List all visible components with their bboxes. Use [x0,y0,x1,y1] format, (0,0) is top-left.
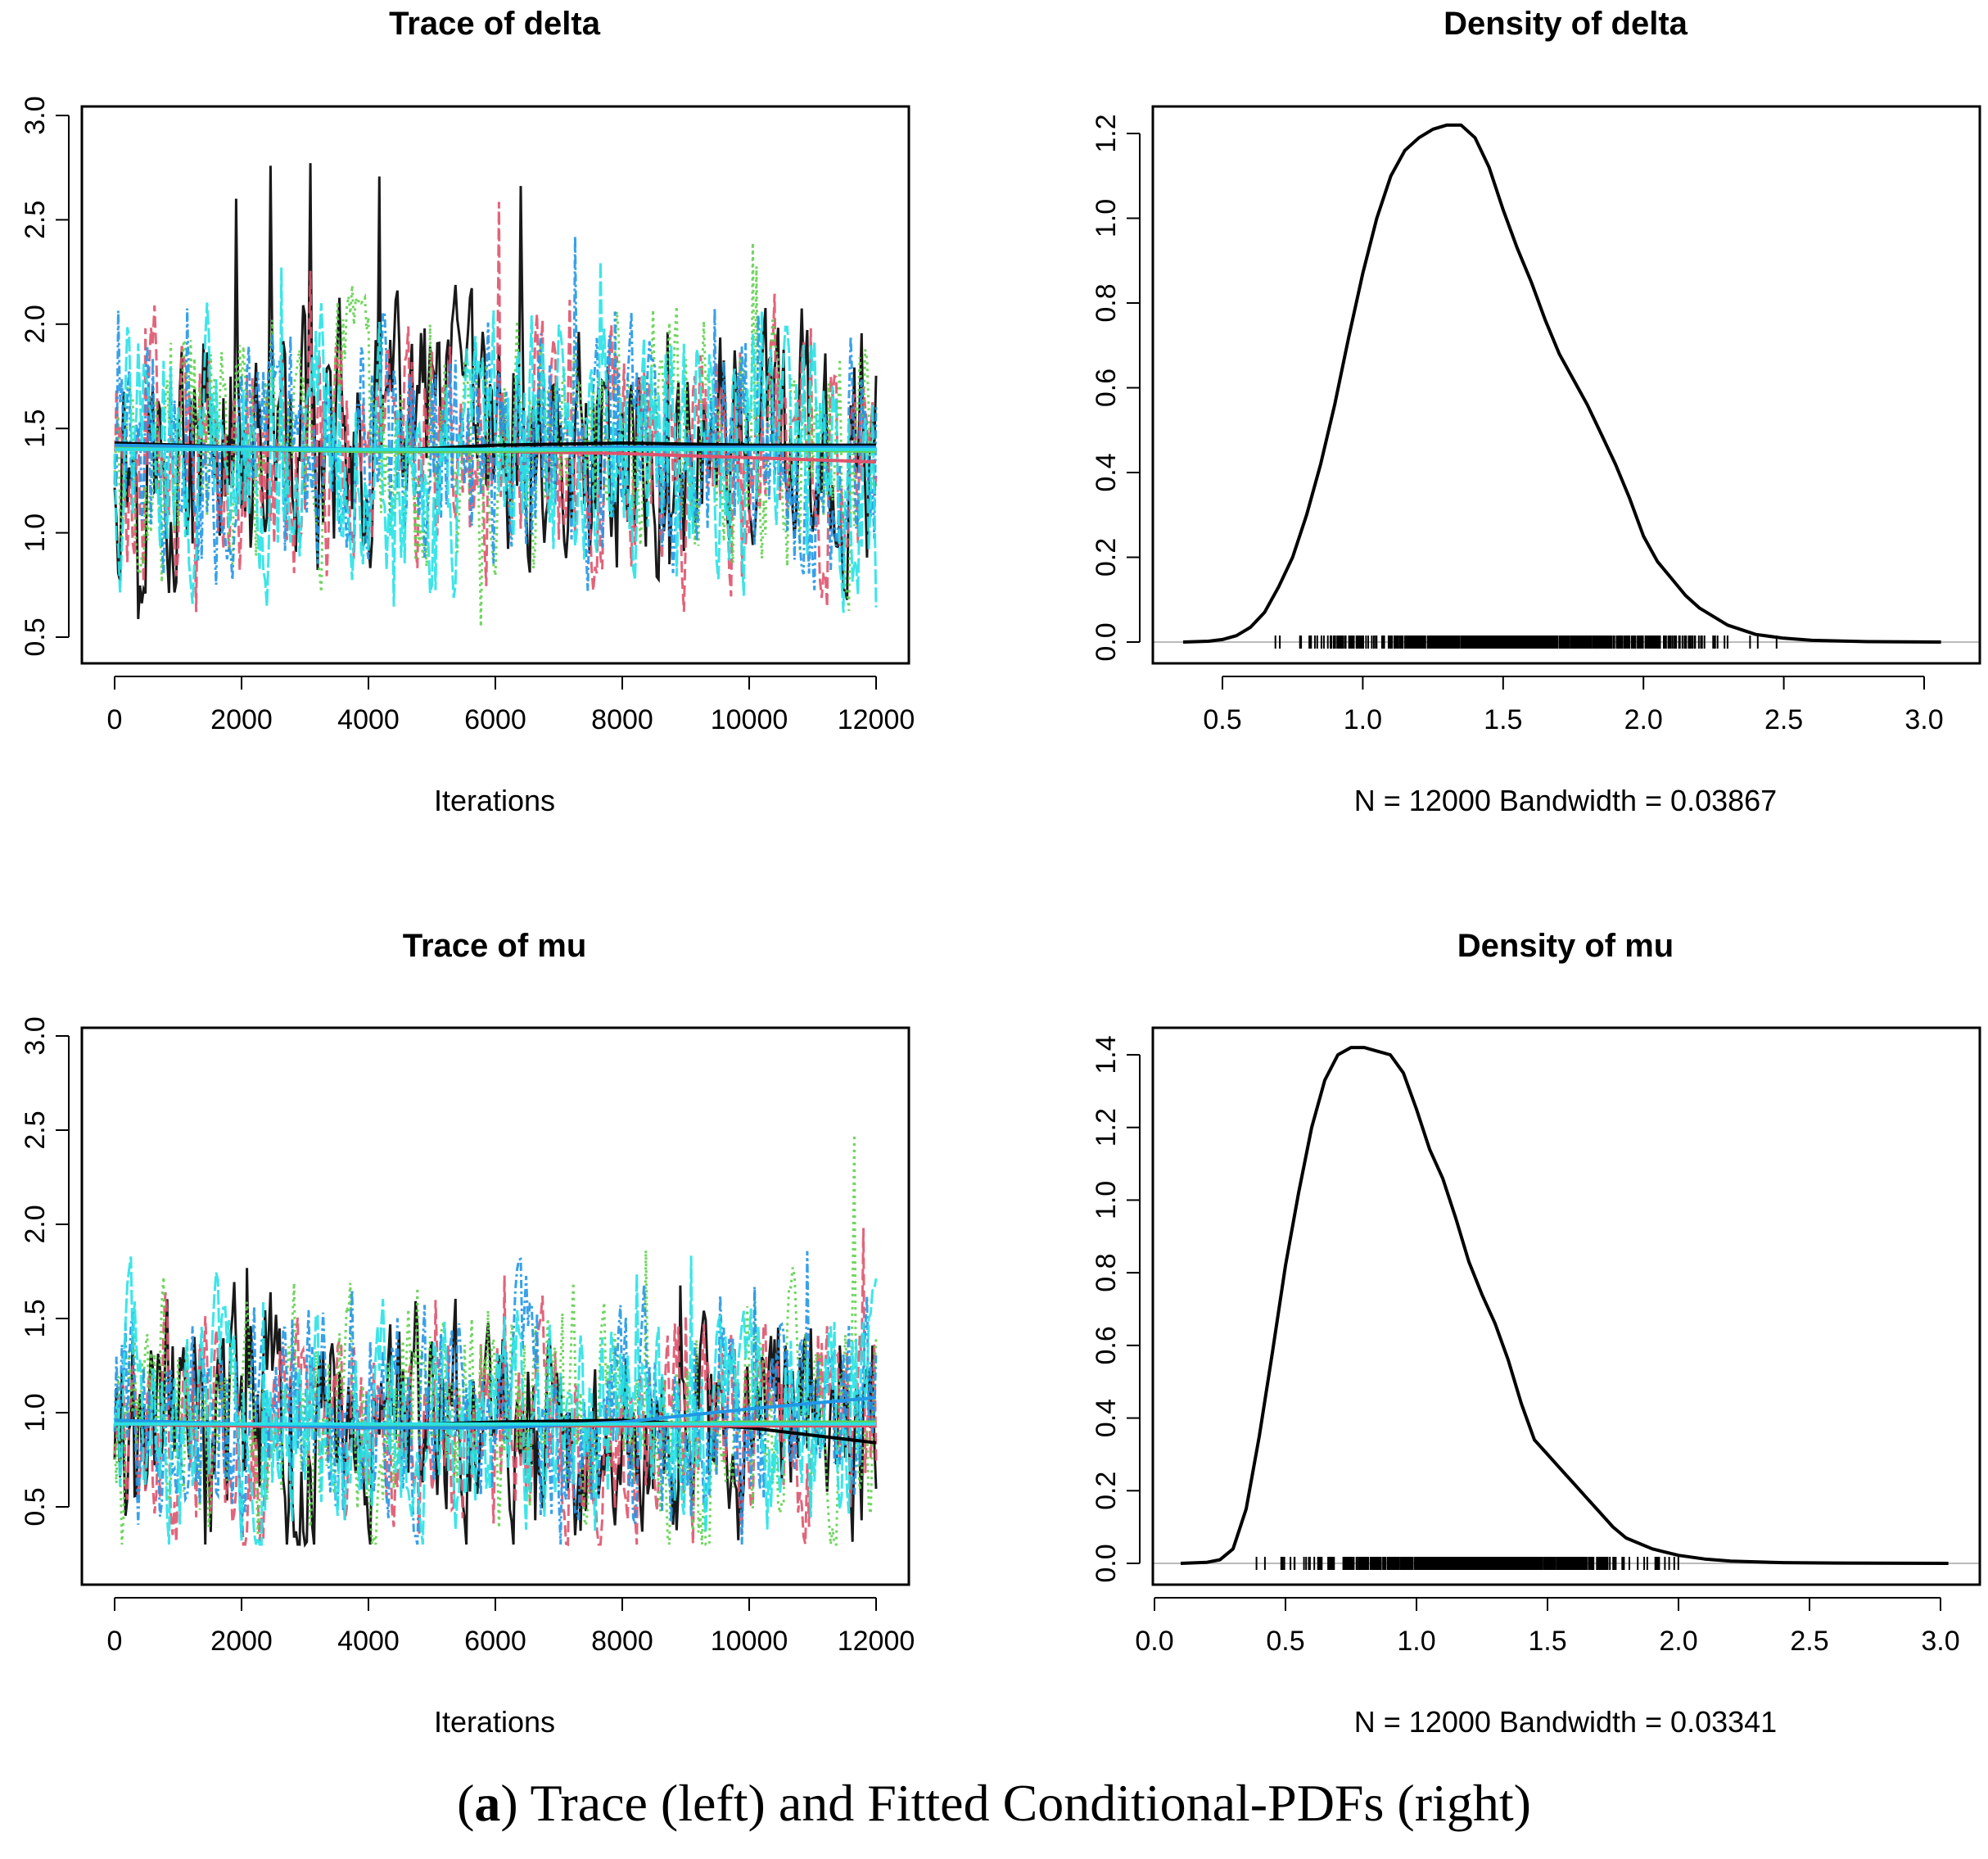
y-tick-label: 0.6 [1091,369,1122,407]
y-tick-label: 1.2 [1091,114,1122,152]
y-tick-label: 1.0 [20,513,51,552]
y-axis: 0.0 0.2 0.4 0.6 0.8 1.0 1.2 [1091,114,1141,662]
x-axis-label: N = 12000 Bandwidth = 0.03867 [1354,784,1777,817]
panel-density-mu: Density of mu 0.0 0.5 1.0 1.5 2.0 2.5 3.0 0.00… [1091,928,1981,1739]
plot-frame [80,105,910,665]
plot-frame [1151,105,1981,665]
rug-marks [1274,635,1778,649]
y-tick-label: 0.2 [1091,538,1122,577]
x-tick-label: 4000 [337,1626,400,1657]
x-tick-label: 0.0 [1135,1626,1173,1657]
chart-title: Density of delta [1444,6,1688,42]
y-tick-label: 3.0 [20,96,51,134]
y-tick-label: 0.5 [20,1487,51,1526]
caption-text: Trace (left) and Fitted Conditional-PDFs… [530,1774,1531,1832]
figure-caption: (a) Trace (left) and Fitted Conditional-… [457,1774,1531,1832]
x-tick-label: 2000 [210,704,273,735]
y-tick-label: 0.0 [1091,622,1122,661]
x-axis-label: N = 12000 Bandwidth = 0.03341 [1354,1705,1777,1739]
x-tick-label: 2000 [210,1626,273,1657]
y-tick-label: 2.5 [20,1110,51,1149]
trace-line-chain-2 [113,1228,878,1547]
x-axis-label: Iterations [434,1705,555,1739]
x-tick-label: 8000 [591,704,653,735]
plot-frame [1151,1026,1981,1586]
y-tick-label: 0.4 [1091,453,1122,491]
y-axis: 0.5 1.0 1.5 2.0 2.5 3.0 [20,1016,70,1527]
y-tick-label: 2.5 [20,201,51,239]
x-axis-label: Iterations [434,784,555,817]
x-tick-label: 2.0 [1624,704,1663,735]
x-tick-label: 1.0 [1397,1626,1435,1657]
y-tick-label: 0.8 [1091,283,1122,322]
x-tick-label: 3.0 [1921,1626,1959,1657]
y-tick-label: 3.0 [20,1016,51,1055]
figure: Trace of delta 0 2000 4000 6000 8000 10000 120… [20,6,1981,1739]
x-tick-label: 12000 [838,704,915,735]
x-axis: 0 2000 4000 6000 8000 10000 12000 [107,676,915,735]
panel-trace-mu: Trace of mu 0 2000 4000 6000 8000 10000 12000 … [20,928,915,1739]
x-tick-label: 0.5 [1266,1626,1304,1657]
x-tick-label: 10000 [711,1626,788,1657]
y-tick-label: 0.5 [20,617,51,656]
density-curve [1180,1046,1949,1565]
x-tick-label: 2.0 [1659,1626,1697,1657]
y-tick-label: 2.0 [20,305,51,343]
x-tick-label: 0 [107,1626,123,1657]
x-axis: 0.0 0.5 1.0 1.5 2.0 2.5 3.0 [1135,1597,1960,1657]
x-axis: 0 2000 4000 6000 8000 10000 12000 [107,1597,915,1657]
plot-frame [80,1026,910,1586]
x-tick-label: 10000 [711,704,788,735]
density-curve [1182,123,1941,644]
x-tick-label: 1.0 [1344,704,1382,735]
chart-title: Trace of mu [403,928,587,964]
x-tick-label: 2.5 [1790,1626,1828,1657]
trace-line-chain-3 [113,242,878,627]
x-tick-label: 2.5 [1764,704,1803,735]
x-tick-label: 12000 [838,1626,915,1657]
density-series-group [1153,123,1980,649]
chart-title: Trace of delta [389,6,601,42]
x-tick-label: 1.5 [1484,704,1522,735]
y-tick-label: 0.0 [1091,1544,1122,1582]
density-series-group [1153,1046,1980,1570]
y-tick-label: 1.2 [1091,1108,1122,1147]
y-tick-label: 2.0 [20,1205,51,1243]
trace-series-group [113,163,878,627]
x-tick-label: 3.0 [1904,704,1943,735]
y-tick-label: 1.0 [1091,1181,1122,1219]
y-tick-label: 0.2 [1091,1472,1122,1510]
y-tick-label: 1.5 [20,1299,51,1337]
y-tick-label: 1.4 [1091,1035,1122,1074]
y-tick-label: 1.0 [20,1393,51,1432]
y-tick-label: 1.0 [1091,199,1122,237]
trace-series-group [113,1134,878,1548]
x-axis: 0.5 1.0 1.5 2.0 2.5 3.0 [1203,676,1944,735]
panel-density-delta: Density of delta 0.5 1.0 1.5 2.0 2.5 3.0 0.00… [1091,6,1981,817]
x-tick-label: 0.5 [1203,704,1241,735]
rug-marks [1255,1557,1679,1570]
x-tick-label: 6000 [464,1626,526,1657]
x-tick-label: 8000 [591,1626,653,1657]
x-tick-label: 1.5 [1528,1626,1566,1657]
y-axis: 0.5 1.0 1.5 2.0 2.5 3.0 [20,96,70,657]
chart-title: Density of mu [1457,928,1674,964]
panel-trace-delta: Trace of delta 0 2000 4000 6000 8000 10000 120… [20,6,915,817]
x-tick-label: 6000 [464,704,526,735]
y-tick-label: 0.8 [1091,1254,1122,1292]
trace-line-chain-4 [113,236,878,591]
x-tick-label: 0 [107,704,123,735]
y-tick-label: 1.5 [20,409,51,448]
y-tick-label: 0.4 [1091,1399,1122,1437]
caption-label: a [474,1774,501,1832]
y-tick-label: 0.6 [1091,1326,1122,1364]
y-axis: 0.0 0.2 0.4 0.6 0.8 1.0 1.2 1.4 [1091,1035,1141,1583]
x-tick-label: 4000 [337,704,400,735]
